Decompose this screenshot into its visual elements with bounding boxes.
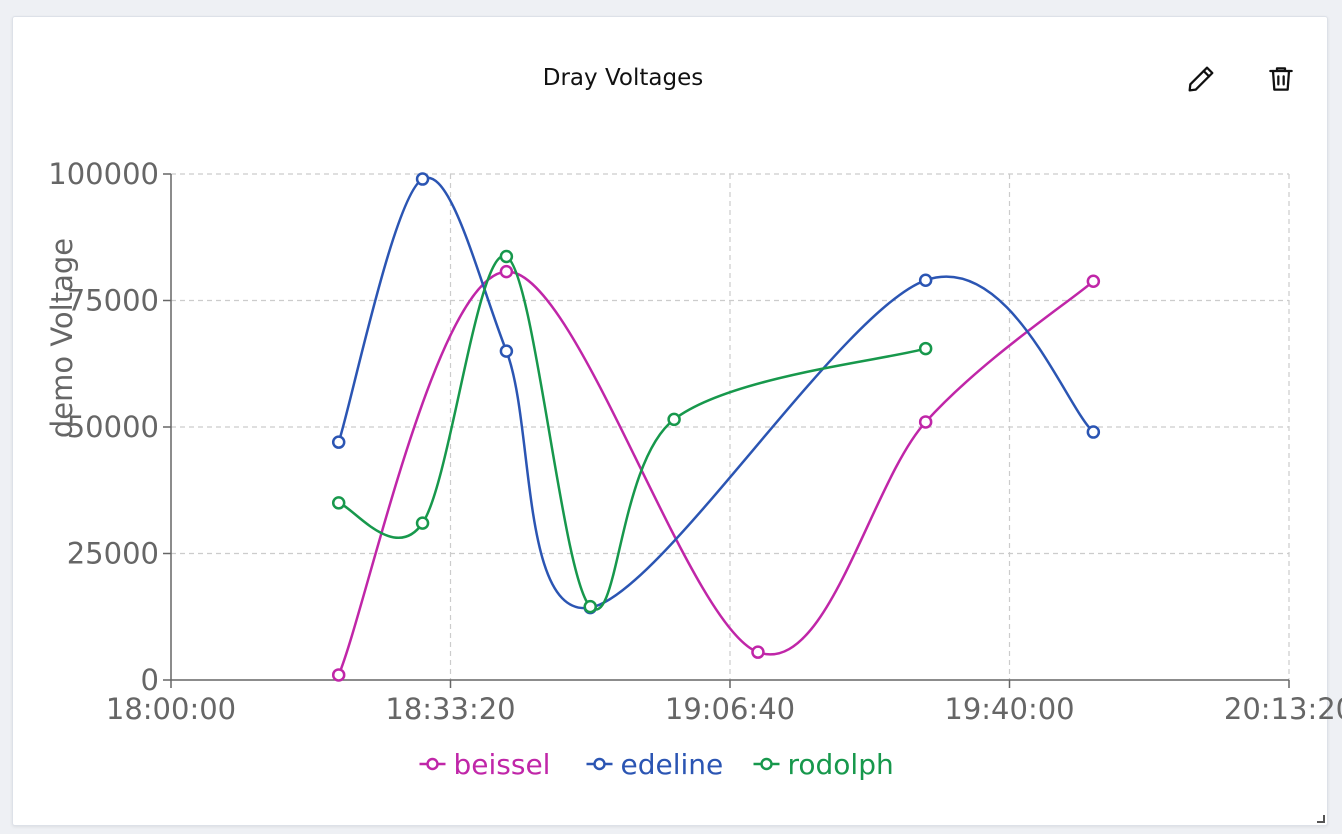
data-point-rodolph — [331, 496, 346, 510]
legend-item-beissel: beissel — [454, 748, 551, 781]
data-point-rodolph — [499, 249, 514, 264]
x-tick-label: 18:33:20 — [385, 692, 515, 726]
data-point-edeline — [499, 344, 514, 358]
pencil-icon[interactable] — [1183, 61, 1219, 97]
y-tick-label: 50000 — [67, 410, 159, 444]
y-axis-label: demo Voltage — [45, 238, 79, 438]
x-tick-label: 19:06:40 — [665, 692, 795, 726]
data-point-beissel — [331, 668, 346, 682]
data-point-beissel — [1086, 274, 1101, 289]
legend-item-edeline: edeline — [621, 748, 724, 781]
data-point-edeline — [1086, 425, 1101, 439]
data-point-rodolph — [415, 516, 430, 530]
legend-item-rodolph: rodolph — [788, 748, 894, 781]
trash-icon[interactable] — [1263, 61, 1299, 97]
legend-marker-point — [760, 757, 773, 771]
data-point-edeline — [415, 172, 430, 186]
resize-handle-icon[interactable] — [1315, 813, 1325, 823]
x-tick-label: 19:40:00 — [944, 692, 1074, 726]
data-point-beissel — [751, 645, 765, 659]
data-point-edeline — [918, 273, 933, 288]
legend-marker-point — [426, 757, 439, 771]
series-line-rodolph — [338, 255, 926, 611]
series-line-edeline — [337, 176, 1095, 610]
data-point-rodolph — [918, 341, 933, 356]
legend-marker-point — [593, 757, 606, 771]
y-tick-label: 100000 — [48, 157, 159, 191]
x-tick-label: 20:13:20 — [1224, 692, 1342, 726]
series-line-beissel — [337, 270, 1095, 676]
panel-title: Dray Voltages — [542, 65, 704, 91]
y-tick-label: 0 — [141, 663, 159, 697]
x-tick-label: 18:00:00 — [106, 692, 236, 726]
data-point-rodolph — [667, 412, 681, 427]
data-point-edeline — [331, 435, 346, 449]
data-point-rodolph — [583, 599, 597, 614]
y-tick-label: 25000 — [67, 537, 159, 571]
data-point-beissel — [499, 264, 514, 279]
data-point-beissel — [918, 415, 933, 429]
y-tick-label: 75000 — [67, 284, 159, 318]
